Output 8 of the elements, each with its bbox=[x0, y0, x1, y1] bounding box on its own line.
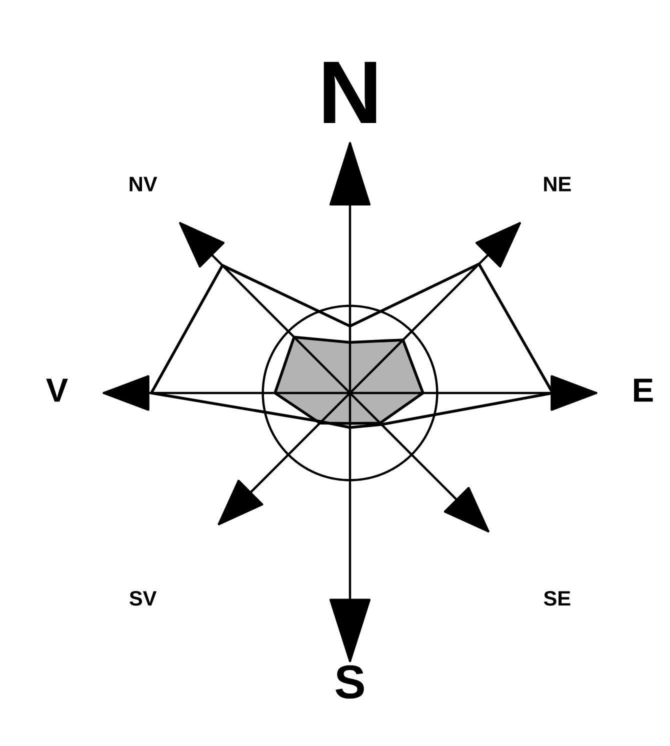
spoke-label: S bbox=[336, 665, 364, 699]
spoke-label: SV bbox=[130, 591, 157, 606]
spoke-label: V bbox=[46, 378, 68, 402]
spoke-label: E bbox=[634, 378, 653, 402]
spoke-label: NE bbox=[544, 176, 571, 192]
spoke-label: SE bbox=[544, 591, 570, 606]
spoke-label: N bbox=[324, 62, 376, 124]
spoke-label: NV bbox=[130, 176, 158, 192]
